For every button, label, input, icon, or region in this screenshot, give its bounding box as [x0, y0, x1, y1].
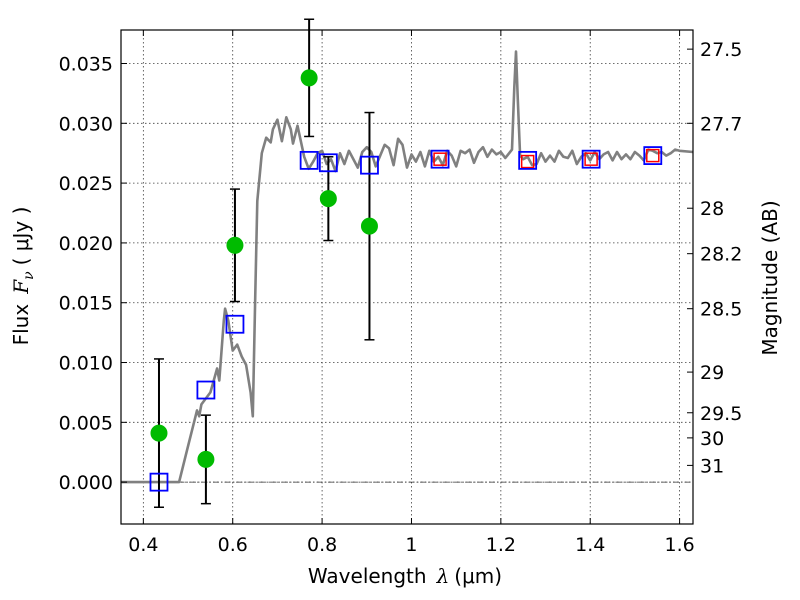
y-tick-label: 0.000: [59, 472, 113, 494]
square-marker: [643, 146, 663, 165]
square-marker: [299, 150, 319, 170]
y-tick-label: 0.005: [59, 412, 113, 434]
x-tick-label: 0.8: [307, 534, 337, 556]
x-tick-label: 0.6: [218, 534, 248, 556]
y-tick-label: 0.030: [59, 113, 113, 135]
x-tick-label: 1.4: [575, 534, 605, 556]
observed-point: [319, 190, 337, 208]
red-square-marker: [433, 152, 447, 166]
square-marker: [518, 150, 538, 170]
y-tick-label: 0.025: [59, 173, 113, 195]
mag-tick-label: 27.5: [700, 39, 742, 61]
mag-tick-label: 28: [700, 198, 724, 220]
red-square-marker: [520, 154, 535, 169]
observed-point: [150, 424, 168, 442]
red-square-marker: [646, 148, 660, 163]
square-marker: [225, 314, 245, 334]
y-tick-label: 0.035: [59, 53, 113, 75]
x-tick-label: 1.6: [664, 534, 694, 556]
y-tick-label: 0.020: [59, 233, 113, 255]
square-marker: [430, 149, 450, 169]
mag-tick-label: 30: [700, 428, 724, 450]
y2-axis-label: Magnitude (AB): [758, 200, 782, 355]
spectrum-line: [121, 50, 694, 484]
x-tick-label: 1.2: [486, 534, 516, 556]
mag-tick-label: 29.5: [700, 403, 742, 425]
mag-tick-label: 28.2: [700, 244, 742, 266]
mag-tick-label: 27.7: [700, 113, 742, 135]
square-marker: [196, 380, 216, 400]
x-tick-label: 0.4: [128, 534, 158, 556]
mag-tick-label: 29: [700, 362, 724, 384]
square-marker: [581, 149, 601, 169]
mag-tick-label: 31: [700, 455, 724, 477]
ticks: 0.4 0.6 0.8 1 1.2 1.4 1.6 0.000 0.005 0.010 0.015 0…: [59, 30, 742, 556]
plot-area: [121, 18, 694, 509]
observed-point: [197, 450, 215, 468]
square-marker: [149, 472, 169, 492]
plot-frame: [120, 29, 694, 525]
observed-point: [226, 236, 244, 254]
mag-tick-label: 28.5: [700, 299, 742, 321]
square-marker: [318, 153, 338, 173]
y-tick-label: 0.010: [59, 353, 113, 375]
y-tick-label: 0.015: [59, 293, 113, 315]
red-square-marker: [584, 152, 598, 166]
square-marker: [360, 155, 379, 175]
observed-point: [360, 217, 378, 235]
x-tick-label: 1: [405, 534, 417, 556]
x-axis-label: Wavelength λ (μm): [308, 564, 502, 588]
observed-point: [300, 69, 318, 87]
y-axis-label: FluxFν( μJy ): [9, 207, 37, 346]
